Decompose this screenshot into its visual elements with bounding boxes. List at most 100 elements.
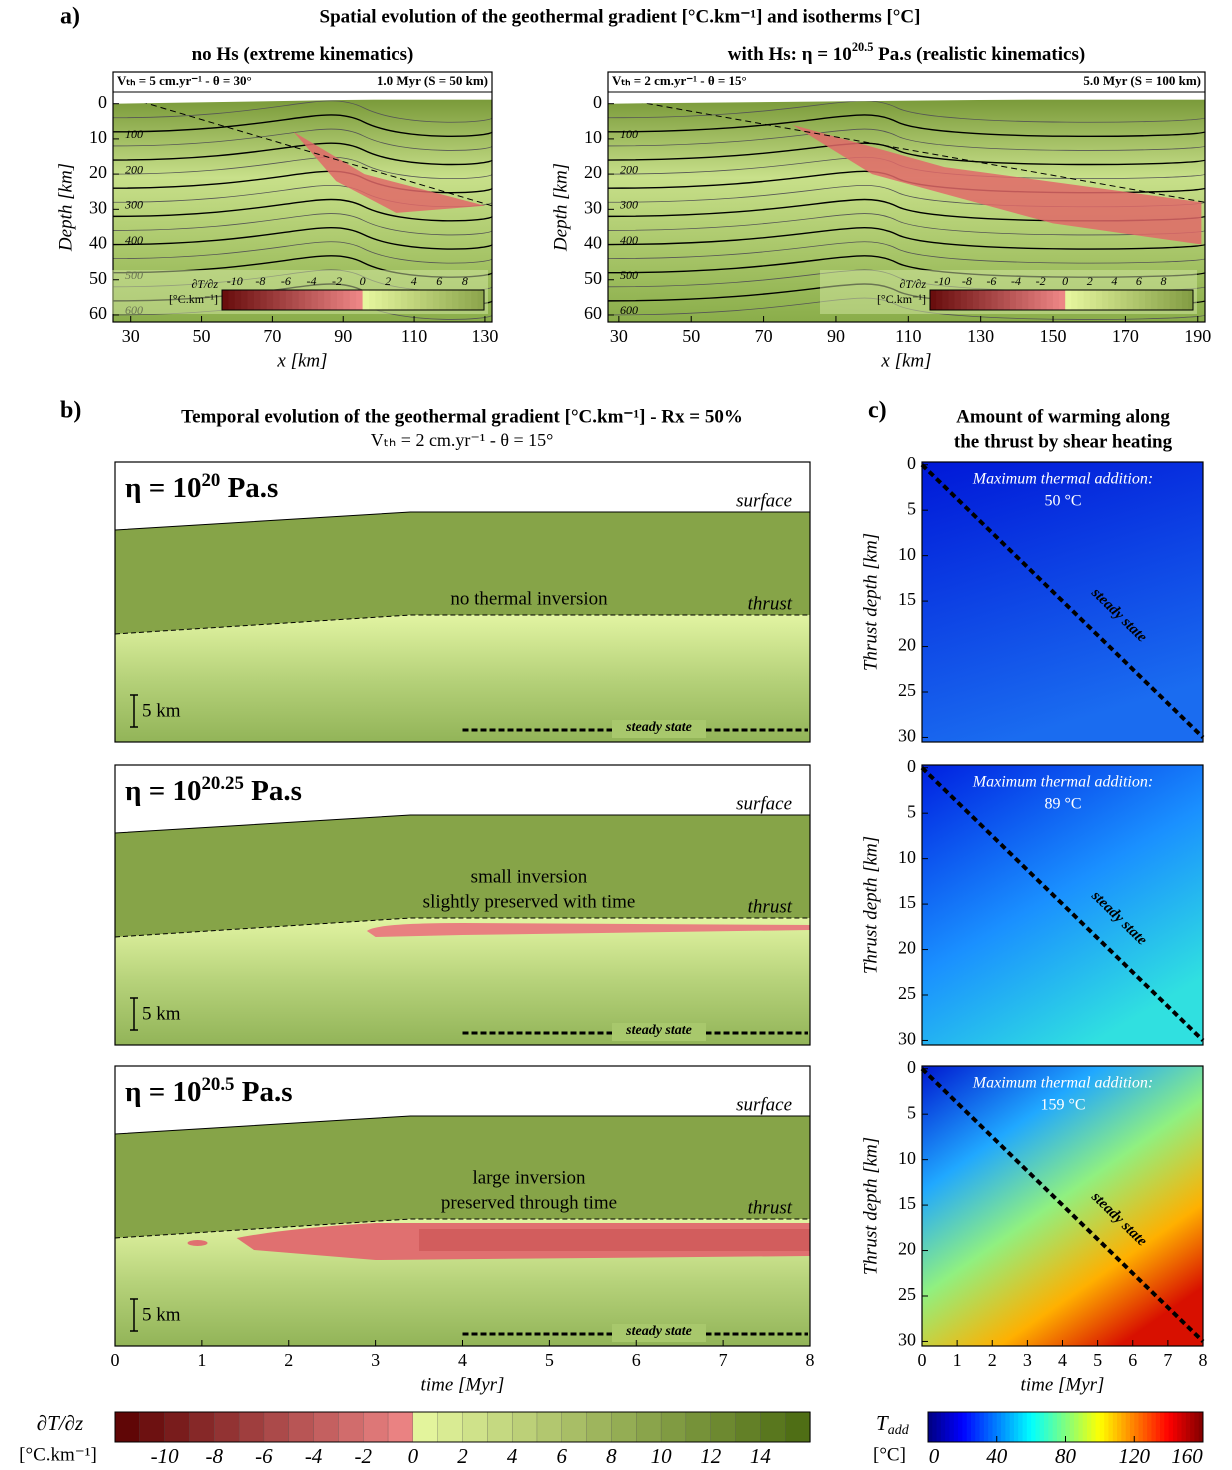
inversion-label: preserved through time	[441, 1192, 617, 1213]
colorbar-swatch	[1048, 1412, 1054, 1442]
isotherm	[112, 114, 493, 138]
x-tick-label: 6	[632, 1350, 641, 1370]
thrust-label: thrust	[748, 1197, 793, 1218]
colorbar-swatch	[164, 1411, 191, 1443]
colorbar-swatch	[561, 1411, 588, 1443]
steady-label: steady state	[625, 720, 692, 735]
colorbar-swatch	[487, 1411, 513, 1443]
y-tick-label: 20	[898, 938, 916, 958]
inversion-label: slightly preserved with time	[423, 891, 636, 912]
surface-mask	[115, 1066, 810, 1134]
isotherm	[607, 114, 1206, 138]
x-tick-label: 1	[197, 1350, 206, 1370]
thrust-line	[114, 917, 810, 938]
colorbar-swatch	[1086, 1412, 1092, 1442]
legend-title: ∂T/∂z	[191, 277, 218, 291]
legend-tick-label: -8	[255, 274, 265, 288]
legend-swatch	[1188, 290, 1194, 310]
legend-swatch	[394, 290, 402, 310]
y-tick-label: 10	[898, 544, 916, 564]
x-axis-label: x [km]	[880, 350, 931, 371]
isotherm-label: 200	[620, 162, 638, 176]
colorbar-frame	[114, 1411, 811, 1443]
legend-tick-label: 4	[1111, 274, 1117, 288]
colorbar-tick-label: 120	[1119, 1444, 1151, 1468]
colorbar-tick-label: -4	[305, 1444, 323, 1468]
legend-swatch	[1120, 290, 1128, 310]
scale-bar	[130, 694, 138, 728]
legend-tick-label: -4	[1011, 274, 1021, 288]
legend-swatch	[1175, 290, 1183, 310]
legend-tick-label: 2	[385, 274, 391, 288]
colorbar-swatch	[1142, 1412, 1148, 1442]
y-tick-label: 0	[593, 92, 602, 112]
colorbar-swatch	[1035, 1412, 1041, 1442]
section-title: Temporal evolution of the geothermal gra…	[181, 406, 743, 427]
legend-swatch	[222, 290, 229, 310]
legend-tick-label: -4	[306, 274, 316, 288]
x-tick-label: 130	[967, 326, 994, 346]
info-right: 1.0 Myr (S = 50 km)	[377, 73, 488, 88]
x-tick-label: 7	[719, 1350, 728, 1370]
y-tick-label: 30	[584, 197, 602, 217]
legend-tick-label: 0	[1062, 274, 1068, 288]
x-tick-label: 150	[1040, 326, 1067, 346]
max-value: 50 °C	[1044, 493, 1081, 510]
legend-tick-label: -6	[986, 274, 996, 288]
legend-swatch	[400, 290, 408, 310]
colorbar-tick-label: 2	[457, 1444, 468, 1468]
steady-label-bg	[612, 1324, 706, 1342]
surface-mask	[608, 92, 1205, 104]
frame	[921, 764, 1204, 1046]
colorbar-swatch	[1056, 1412, 1062, 1442]
legend-swatch	[1059, 290, 1066, 310]
colorbar-swatch	[1190, 1412, 1195, 1442]
y-tick-label: 10	[89, 127, 107, 147]
legend-swatch	[979, 290, 986, 310]
legend-swatch	[337, 290, 344, 310]
x-tick-label: 5	[545, 1350, 554, 1370]
legend-swatch	[1095, 290, 1103, 310]
legend-swatch	[253, 290, 261, 310]
legend-frame	[929, 289, 1194, 311]
steady-label-bg	[612, 1023, 706, 1041]
colorbar-tick-label: 10	[651, 1444, 673, 1468]
colorbar-swatch	[1172, 1412, 1178, 1442]
colorbar-swatch	[313, 1411, 340, 1443]
isotherm	[112, 226, 493, 250]
inversion-core	[419, 1229, 810, 1251]
x-tick-label: 2	[284, 1350, 293, 1370]
colorbar-tick-label: -2	[354, 1444, 372, 1468]
isotherm-label: 100	[125, 127, 143, 141]
panel-title: η = 1020 Pa.s	[125, 470, 278, 503]
legend-title: ∂T/∂z	[899, 277, 926, 291]
colorbar-swatch	[114, 1411, 141, 1443]
legend-swatch	[1132, 290, 1140, 310]
legend-swatch	[1052, 290, 1060, 310]
legend-swatch	[966, 290, 974, 310]
legend-swatch	[362, 290, 370, 310]
title-exponent: 20.5	[202, 1074, 235, 1095]
isotherm-label: 300	[619, 198, 638, 212]
isotherm-label: 600	[620, 303, 638, 317]
max-value: 159 °C	[1040, 1097, 1085, 1114]
note: Maximum thermal addition:	[972, 1075, 1153, 1092]
legend-swatch	[936, 290, 943, 310]
legend-tick-label: -10	[934, 274, 950, 288]
inversion-zone	[293, 131, 485, 213]
legend-tick-label: -8	[962, 274, 972, 288]
steady-line	[920, 766, 1205, 1042]
note: Maximum thermal addition:	[972, 471, 1153, 488]
colorbar-swatch	[1026, 1412, 1032, 1442]
legend-swatch	[954, 290, 962, 310]
y-tick-label: 5	[907, 801, 916, 821]
x-tick-label: 2	[988, 1350, 997, 1370]
panel-title: no Hs (extreme kinematics)	[192, 44, 414, 65]
title-suffix: Pa.s	[244, 775, 302, 807]
colorbar-swatch	[1117, 1412, 1122, 1442]
x-tick-label: 110	[401, 326, 427, 346]
colorbar-swatch	[1168, 1412, 1174, 1442]
legend-swatch	[273, 290, 280, 310]
panel-label: c)	[868, 398, 887, 424]
section-title: Spatial evolution of the geothermal grad…	[320, 6, 921, 27]
